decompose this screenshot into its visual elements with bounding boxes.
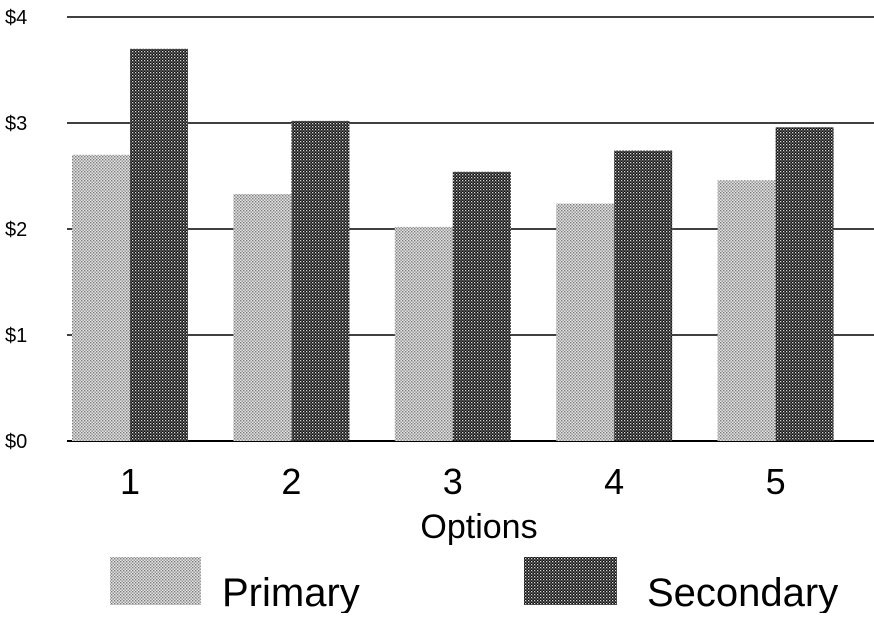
x-axis-ticks: 1 2 3 4 5 bbox=[120, 461, 786, 502]
legend-label-secondary: Secondary bbox=[647, 571, 838, 613]
y-tick-label: $0 bbox=[5, 431, 27, 453]
y-tick-label: $2 bbox=[5, 219, 27, 241]
legend-swatch-primary bbox=[110, 557, 201, 605]
bar-primary bbox=[394, 226, 453, 441]
x-tick-label: 5 bbox=[766, 461, 786, 502]
bar-primary bbox=[72, 154, 130, 442]
x-tick-label: 3 bbox=[443, 461, 463, 502]
bar-secondary bbox=[130, 48, 188, 442]
x-tick-label: 4 bbox=[604, 461, 624, 502]
legend-label-primary: Primary bbox=[222, 571, 360, 613]
legend: Primary Secondary bbox=[110, 557, 838, 615]
bar-primary bbox=[556, 203, 615, 441]
bar-secondary bbox=[614, 150, 673, 441]
bars bbox=[72, 48, 834, 442]
x-tick-label: 1 bbox=[120, 461, 140, 502]
y-tick-label: $3 bbox=[5, 113, 27, 135]
bar-primary bbox=[717, 180, 776, 442]
bar-primary bbox=[233, 194, 292, 441]
y-axis-ticks: $0 $1 $2 $3 $4 bbox=[5, 7, 27, 453]
bar-secondary bbox=[452, 171, 511, 441]
x-tick-label: 2 bbox=[281, 461, 301, 502]
y-tick-label: $4 bbox=[5, 7, 27, 29]
bar-secondary bbox=[775, 127, 834, 442]
y-tick-label: $1 bbox=[5, 325, 27, 347]
bar-secondary bbox=[291, 120, 350, 441]
legend-swatch-secondary bbox=[524, 557, 617, 605]
x-axis-title: Options bbox=[420, 508, 537, 546]
